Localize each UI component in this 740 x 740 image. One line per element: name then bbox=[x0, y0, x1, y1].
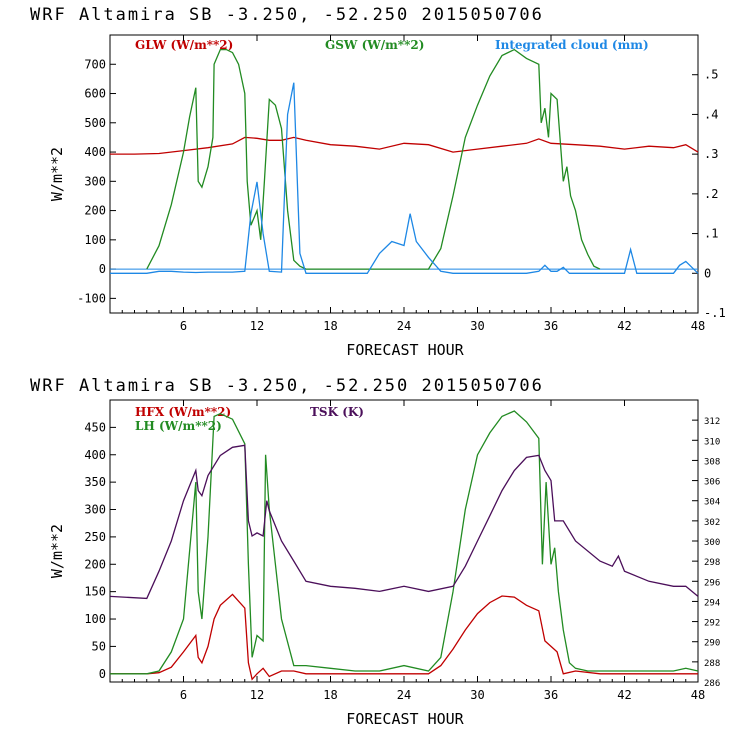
legend-hfx: HFX (W/m**2) bbox=[135, 405, 231, 419]
legend-lh: LH (W/m**2) bbox=[135, 419, 222, 433]
y2-tick-label: 296 bbox=[704, 578, 720, 588]
x-tick-label: 12 bbox=[250, 319, 264, 333]
y-tick-label: 700 bbox=[84, 57, 106, 71]
y-tick-label: 600 bbox=[84, 87, 106, 101]
x-tick-label: 42 bbox=[617, 688, 631, 702]
x-tick-label: 18 bbox=[323, 319, 337, 333]
y-tick-label: 400 bbox=[84, 145, 106, 159]
y-tick-label: 100 bbox=[84, 612, 106, 626]
y2-tick-label: 0 bbox=[704, 266, 711, 280]
top-y-axis-label: W/m**2 bbox=[48, 147, 66, 201]
y2-tick-label: 292 bbox=[704, 619, 720, 629]
bottom-series bbox=[109, 410, 699, 681]
bottom-plot-frame bbox=[109, 399, 699, 683]
x-tick-label: 30 bbox=[470, 688, 484, 702]
y-tick-label: 250 bbox=[84, 530, 106, 544]
y2-tick-label: -.1 bbox=[704, 306, 726, 320]
y-tick-label: -100 bbox=[77, 291, 106, 305]
top-chart-title: WRF Altamira SB -3.250, -52.250 20150507… bbox=[30, 5, 544, 25]
top-ticks: 6 12 18 24 30 36 42 48 -100 0 100 200 300 400 500 600 70… bbox=[77, 35, 726, 333]
bottom-y-axis-label: W/m**2 bbox=[48, 524, 66, 578]
series-line-gsw bbox=[146, 48, 601, 270]
y2-tick-label: 288 bbox=[704, 659, 720, 669]
y2-tick-label: 308 bbox=[704, 457, 720, 467]
series-line-hfx bbox=[110, 593, 698, 681]
y-tick-label: 150 bbox=[84, 585, 106, 599]
series-line-glw bbox=[110, 136, 699, 155]
series-line-integrated bbox=[110, 82, 699, 274]
y2-tick-label: 290 bbox=[704, 639, 720, 649]
y-tick-label: 350 bbox=[84, 475, 106, 489]
y2-tick-label: 300 bbox=[704, 538, 720, 548]
y2-tick-label: 304 bbox=[704, 498, 720, 508]
y-tick-label: 450 bbox=[84, 420, 106, 434]
x-tick-label: 12 bbox=[250, 688, 264, 702]
y2-tick-label: 302 bbox=[704, 518, 720, 528]
y-tick-label: 500 bbox=[84, 116, 106, 130]
x-tick-label: 48 bbox=[691, 319, 705, 333]
x-tick-label: 36 bbox=[544, 688, 558, 702]
x-tick-label: 42 bbox=[617, 319, 631, 333]
y2-tick-label: 286 bbox=[704, 679, 720, 689]
y2-tick-label: .2 bbox=[704, 187, 718, 201]
bottom-chart-title: WRF Altamira SB -3.250, -52.250 20150507… bbox=[30, 376, 544, 396]
bottom-ticks: 6 12 18 24 30 36 42 48 0 50 100 150 200 250 300 350 400 4… bbox=[84, 400, 720, 702]
y-tick-label: 400 bbox=[84, 448, 106, 462]
y2-tick-label: 312 bbox=[704, 417, 720, 427]
x-tick-label: 6 bbox=[180, 688, 187, 702]
y-tick-label: 50 bbox=[92, 639, 106, 653]
y2-tick-label: .3 bbox=[704, 147, 718, 161]
y-tick-label: 0 bbox=[99, 262, 106, 276]
bottom-x-axis-label: FORECAST HOUR bbox=[346, 710, 464, 728]
x-tick-label: 6 bbox=[180, 319, 187, 333]
x-tick-label: 24 bbox=[397, 319, 411, 333]
y-tick-label: 100 bbox=[84, 233, 106, 247]
x-tick-label: 30 bbox=[470, 319, 484, 333]
series-line-lh bbox=[110, 410, 699, 675]
y-tick-label: 200 bbox=[84, 557, 106, 571]
y2-tick-label: .5 bbox=[704, 68, 718, 82]
y-tick-label: 300 bbox=[84, 503, 106, 517]
top-x-axis-label: FORECAST HOUR bbox=[346, 341, 464, 359]
series-line-tsk bbox=[109, 444, 699, 600]
y-tick-label: 0 bbox=[99, 667, 106, 681]
y-tick-label: 300 bbox=[84, 174, 106, 188]
x-tick-label: 48 bbox=[691, 688, 705, 702]
bottom-chart: WRF Altamira SB -3.250, -52.250 20150507… bbox=[30, 376, 720, 728]
x-tick-label: 24 bbox=[397, 688, 411, 702]
legend-cloud: Integrated cloud (mm) bbox=[495, 38, 649, 52]
y2-tick-label: 306 bbox=[704, 478, 720, 488]
y2-tick-label: 310 bbox=[704, 437, 720, 447]
y2-tick-label: .4 bbox=[704, 107, 718, 121]
legend-gsw: GSW (W/m**2) bbox=[325, 38, 424, 52]
x-tick-label: 36 bbox=[544, 319, 558, 333]
legend-tsk: TSK (K) bbox=[310, 405, 364, 419]
y2-tick-label: .1 bbox=[704, 227, 718, 241]
y-tick-label: 200 bbox=[84, 204, 106, 218]
y2-tick-label: 298 bbox=[704, 558, 720, 568]
y2-tick-label: 294 bbox=[704, 598, 720, 608]
top-chart: WRF Altamira SB -3.250, -52.250 20150507… bbox=[30, 5, 726, 359]
x-tick-label: 18 bbox=[323, 688, 337, 702]
legend-glw: GLW (W/m**2) bbox=[135, 38, 233, 52]
top-series bbox=[110, 48, 699, 274]
